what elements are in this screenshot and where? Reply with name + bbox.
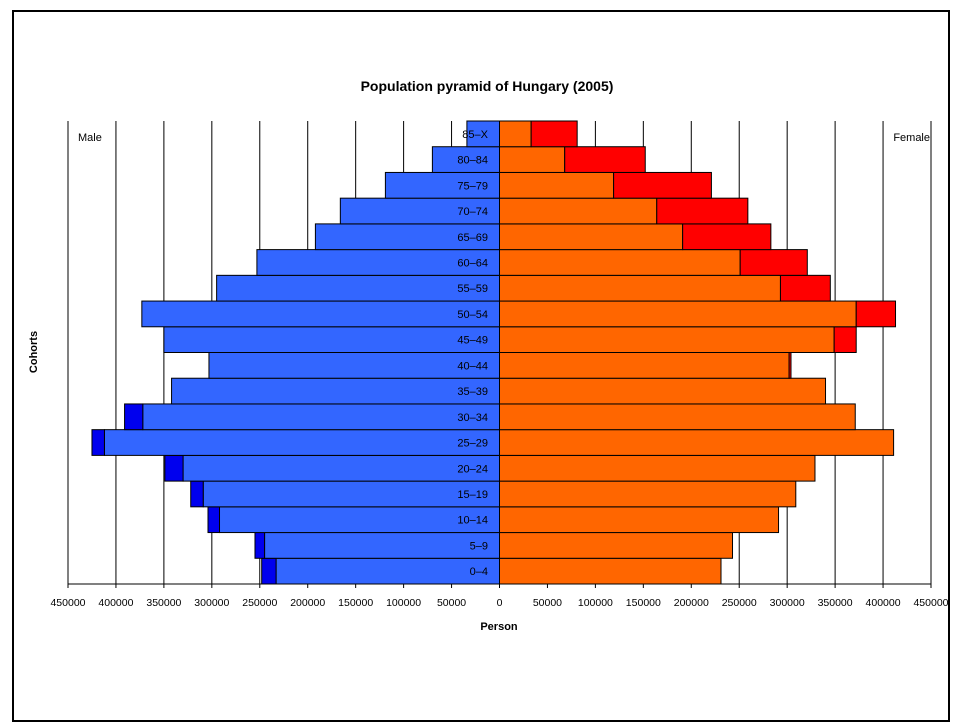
- bar-female-80–84: [499, 146, 566, 173]
- bar-male-15–19: [202, 480, 500, 508]
- bar-male-55–59: [216, 274, 500, 302]
- x-tick-label: 400000: [866, 597, 901, 609]
- x-tick-label: 50000: [437, 597, 466, 609]
- bar-female-20–24: [499, 454, 816, 482]
- x-axis-title: Person: [480, 621, 518, 633]
- bar-female-85–X: [499, 120, 532, 148]
- x-tick-label: 50000: [533, 597, 562, 609]
- bar-female-surplus-55–59: [779, 274, 831, 302]
- category-label: 5–9: [470, 540, 488, 552]
- x-tick-label: 200000: [674, 597, 709, 609]
- male-side-label: Male: [78, 132, 102, 144]
- bar-male-0–4: [275, 557, 500, 585]
- x-tick-label: 450000: [50, 597, 85, 609]
- chart-title: Population pyramid of Hungary (2005): [361, 78, 614, 94]
- bar-male-80–84: [431, 146, 500, 173]
- x-tick-label: 100000: [386, 597, 421, 609]
- bar-female-surplus-70–74: [656, 197, 749, 225]
- bar-female-10–14: [499, 506, 780, 534]
- bar-female-30–34: [499, 403, 856, 431]
- x-tick-label: 150000: [338, 597, 373, 609]
- category-label: 65–69: [457, 232, 488, 244]
- bar-male-surplus-0–4: [261, 557, 277, 585]
- category-label: 10–14: [457, 515, 488, 527]
- bar-male-5–9: [264, 532, 501, 559]
- bar-female-surplus-50–54: [855, 300, 897, 328]
- bar-male-20–24: [182, 454, 500, 482]
- bar-male-surplus-20–24: [164, 454, 184, 482]
- x-tick-label: 250000: [722, 597, 757, 609]
- bar-male-25–29: [103, 429, 500, 456]
- bar-female-surplus-85–X: [530, 120, 578, 148]
- bar-male-70–74: [339, 197, 500, 225]
- bars-layer: [91, 120, 897, 585]
- bar-male-50–54: [141, 300, 500, 328]
- x-tick-label: 300000: [770, 597, 805, 609]
- bar-female-0–4: [499, 557, 722, 585]
- category-label: 45–49: [457, 335, 488, 347]
- x-tick-label: 350000: [818, 597, 853, 609]
- category-labels: 0–4 5–9 10–14 15–19 20–24 25–29 30–34 35–39 40–4…: [457, 129, 488, 578]
- category-label: 30–34: [457, 412, 488, 424]
- bar-female-surplus-60–64: [739, 249, 808, 276]
- bar-female-40–44: [499, 352, 790, 379]
- x-tick-label: 250000: [242, 597, 277, 609]
- category-label: 50–54: [457, 309, 488, 321]
- bar-female-65–69: [499, 223, 684, 251]
- bar-male-35–39: [171, 377, 500, 405]
- bar-male-surplus-30–34: [124, 403, 144, 431]
- category-label: 15–19: [457, 489, 488, 501]
- bar-female-55–59: [499, 274, 781, 302]
- category-label: 20–24: [457, 463, 488, 475]
- x-tick-label: 400000: [98, 597, 133, 609]
- bar-male-40–44: [208, 352, 500, 379]
- x-tick-labels: 450000 400000 350000 300000 250000 200000 1500…: [50, 584, 949, 609]
- bar-female-35–39: [499, 377, 827, 405]
- bar-female-surplus-80–84: [564, 146, 646, 173]
- bar-male-surplus-10–14: [207, 506, 221, 534]
- category-label: 85–X: [462, 129, 488, 141]
- female-side-label: Female: [893, 132, 930, 144]
- bar-female-60–64: [499, 249, 741, 276]
- category-label: 0–4: [470, 566, 488, 578]
- bar-female-15–19: [499, 480, 797, 508]
- bar-female-70–74: [499, 197, 658, 225]
- bar-male-45–49: [163, 326, 500, 353]
- x-tick-label: 100000: [578, 597, 613, 609]
- bar-female-5–9: [499, 532, 734, 559]
- x-tick-label: 200000: [290, 597, 325, 609]
- bar-female-75–79: [499, 171, 615, 199]
- x-tick-label: 450000: [913, 597, 948, 609]
- category-label: 60–64: [457, 257, 488, 269]
- x-tick-label: 300000: [194, 597, 229, 609]
- bar-female-45–49: [499, 326, 835, 353]
- category-label: 35–39: [457, 386, 488, 398]
- category-label: 70–74: [457, 206, 488, 218]
- category-label: 55–59: [457, 283, 488, 295]
- y-axis-title: Cohorts: [28, 331, 40, 373]
- category-label: 80–84: [457, 155, 488, 167]
- bar-male-10–14: [219, 506, 500, 534]
- bar-female-surplus-40–44: [788, 352, 792, 379]
- bar-male-surplus-15–19: [190, 480, 204, 508]
- bar-male-surplus-5–9: [254, 532, 266, 559]
- bar-female-25–29: [499, 429, 895, 456]
- bar-female-surplus-75–79: [613, 171, 712, 199]
- category-label: 25–29: [457, 438, 488, 450]
- bar-female-50–54: [499, 300, 857, 328]
- x-tick-label: 0: [497, 597, 503, 609]
- category-label: 75–79: [457, 180, 488, 192]
- bar-male-30–34: [142, 403, 500, 431]
- x-tick-label: 350000: [146, 597, 181, 609]
- category-label: 40–44: [457, 360, 488, 372]
- bar-male-surplus-25–29: [91, 429, 105, 456]
- bar-female-surplus-65–69: [682, 223, 772, 251]
- x-tick-label: 150000: [626, 597, 661, 609]
- bar-female-surplus-45–49: [833, 326, 857, 353]
